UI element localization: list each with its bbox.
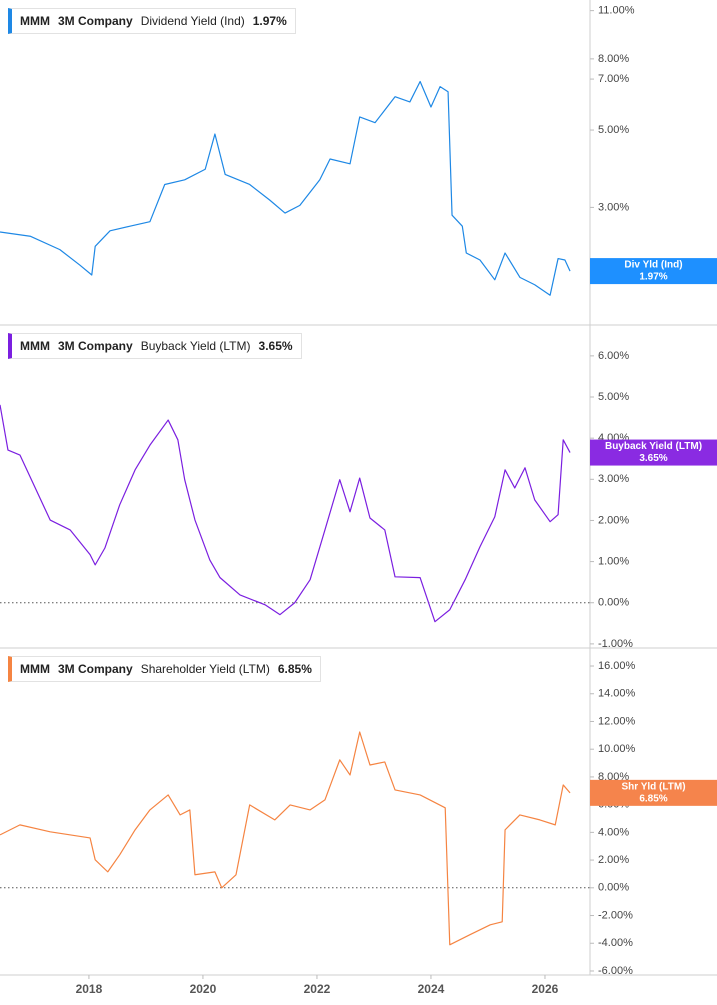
- legend-value: 1.97%: [252, 14, 287, 28]
- legend-value: 3.65%: [258, 339, 293, 353]
- y-tick-label: 8.00%: [598, 771, 629, 783]
- last-value-badge: Shr Yld (LTM)6.85%: [590, 779, 717, 806]
- last-value-badge: Buyback Yield (LTM)3.65%: [590, 439, 717, 466]
- y-tick-label: 4.00%: [598, 826, 629, 838]
- y-tick-label: 7.00%: [598, 73, 629, 85]
- x-tick-label: 2020: [190, 982, 217, 996]
- series-line: [0, 80, 571, 296]
- badge-bg: [590, 439, 717, 466]
- legend-header: MMM 3M Company Buyback Yield (LTM) 3.65%: [8, 333, 302, 359]
- y-tick-label: 6.00%: [598, 350, 629, 362]
- legend-series-name: Shareholder Yield (LTM): [140, 662, 270, 676]
- x-tick-label: 2026: [532, 982, 559, 996]
- y-tick-label: 5.00%: [598, 124, 629, 136]
- x-tick-label: 2022: [304, 982, 331, 996]
- y-tick-label: -2.00%: [598, 909, 633, 921]
- ticker: MMM: [20, 662, 50, 676]
- y-tick-label: -6.00%: [598, 965, 633, 977]
- y-tick-label: 10.00%: [598, 743, 636, 755]
- y-tick-label: -4.00%: [598, 937, 633, 949]
- y-tick-label: 0.00%: [598, 882, 629, 894]
- legend-header: MMM 3M Company Shareholder Yield (LTM) 6.85…: [8, 656, 321, 682]
- y-tick-label: 8.00%: [598, 53, 629, 65]
- y-tick-label: 0.00%: [598, 597, 629, 609]
- y-tick-label: 2.00%: [598, 514, 629, 526]
- legend-header: MMM 3M Company Dividend Yield (Ind) 1.97%: [8, 8, 296, 34]
- legend-value: 6.85%: [277, 662, 312, 676]
- y-tick-label: 11.00%: [598, 5, 635, 17]
- y-tick-label: 3.00%: [598, 201, 629, 213]
- legend-series-name: Dividend Yield (Ind): [140, 14, 245, 28]
- y-tick-label: 12.00%: [598, 715, 636, 727]
- company: 3M Company: [58, 14, 133, 28]
- series-line: [0, 404, 571, 623]
- badge-name: Shr Yld (LTM): [621, 781, 685, 792]
- y-tick-label: 3.00%: [598, 473, 629, 485]
- badge-value: 3.65%: [639, 453, 667, 464]
- y-tick-label: 2.00%: [598, 854, 629, 866]
- company: 3M Company: [58, 662, 133, 676]
- series-line: [0, 731, 571, 946]
- badge-bg: [590, 779, 717, 806]
- badge-name: Div Yld (Ind): [624, 260, 682, 271]
- last-value-badge: Div Yld (Ind)1.97%: [590, 258, 717, 285]
- company: 3M Company: [58, 339, 133, 353]
- y-tick-label: 1.00%: [598, 555, 629, 567]
- y-tick-label: 5.00%: [598, 391, 629, 403]
- badge-name: Buyback Yield (LTM): [605, 441, 702, 452]
- y-tick-label: 16.00%: [598, 660, 636, 672]
- x-tick-label: 2024: [418, 982, 445, 996]
- ticker: MMM: [20, 339, 50, 353]
- legend-series-name: Buyback Yield (LTM): [140, 339, 251, 353]
- ticker: MMM: [20, 14, 50, 28]
- y-tick-label: -1.00%: [598, 638, 633, 650]
- badge-value: 1.97%: [639, 272, 667, 283]
- badge-bg: [590, 258, 717, 285]
- x-tick-label: 2018: [76, 982, 103, 996]
- badge-value: 6.85%: [639, 793, 667, 804]
- y-tick-label: 14.00%: [598, 688, 636, 700]
